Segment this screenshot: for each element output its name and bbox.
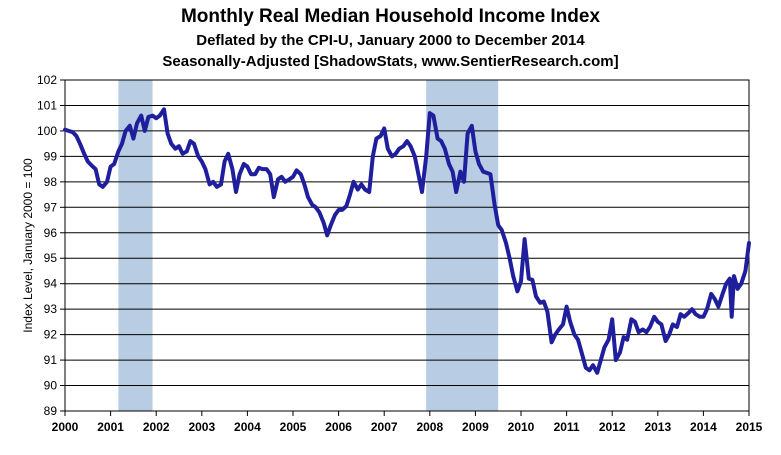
y-tick-label-94: 94 <box>44 277 58 291</box>
x-tick-label-2011: 2011 <box>554 420 580 434</box>
x-tick-label-2015: 2015 <box>736 420 763 434</box>
x-tick-label-2003: 2003 <box>188 420 215 434</box>
y-tick-label-98: 98 <box>44 175 58 189</box>
y-tick-label-93: 93 <box>44 302 58 316</box>
y-tick-label-101: 101 <box>37 98 57 112</box>
x-tick-label-2006: 2006 <box>325 420 352 434</box>
x-tick-label-2013: 2013 <box>644 420 671 434</box>
y-tick-label-100: 100 <box>37 124 57 138</box>
x-tick-label-2004: 2004 <box>234 420 261 434</box>
y-axis-ticks: 89 90 91 92 93 94 95 96 97 98 99 100 101 102 <box>37 73 65 418</box>
chart-subtitle-2: Seasonally-Adjusted [ShadowStats, www.Se… <box>162 53 619 70</box>
y-tick-label-92: 92 <box>44 328 58 342</box>
chart-subtitle-1: Deflated by the CPI-U, January 2000 to D… <box>196 32 585 49</box>
x-tick-label-2010: 2010 <box>508 420 535 434</box>
y-tick-label-96: 96 <box>44 226 58 240</box>
x-tick-label-2007: 2007 <box>371 420 398 434</box>
x-tick-label-2005: 2005 <box>280 420 307 434</box>
y-tick-label-99: 99 <box>44 149 58 163</box>
y-tick-label-89: 89 <box>44 404 58 418</box>
y-tick-label-95: 95 <box>44 251 58 265</box>
x-tick-label-2012: 2012 <box>599 420 626 434</box>
recession-bands <box>118 80 499 411</box>
chart-title: Monthly Real Median Household Income Ind… <box>180 6 601 27</box>
x-axis-ticks: 2000 2001 2002 2003 2004 2005 2006 2007 2008 2009… <box>52 411 763 434</box>
x-tick-label-2014: 2014 <box>690 420 717 434</box>
x-tick-label-2009: 2009 <box>462 420 489 434</box>
y-tick-label-91: 91 <box>44 353 58 367</box>
x-tick-label-2000: 2000 <box>52 420 79 434</box>
y-axis-label: Index Level, January 2000 = 100 <box>21 158 35 333</box>
y-tick-label-102: 102 <box>37 73 57 87</box>
x-tick-label-2002: 2002 <box>143 420 170 434</box>
x-tick-label-2008: 2008 <box>416 420 443 434</box>
series-line-income-index <box>63 107 751 375</box>
y-tick-label-90: 90 <box>44 379 58 393</box>
y-tick-label-97: 97 <box>44 200 58 214</box>
x-tick-label-2001: 2001 <box>97 420 124 434</box>
